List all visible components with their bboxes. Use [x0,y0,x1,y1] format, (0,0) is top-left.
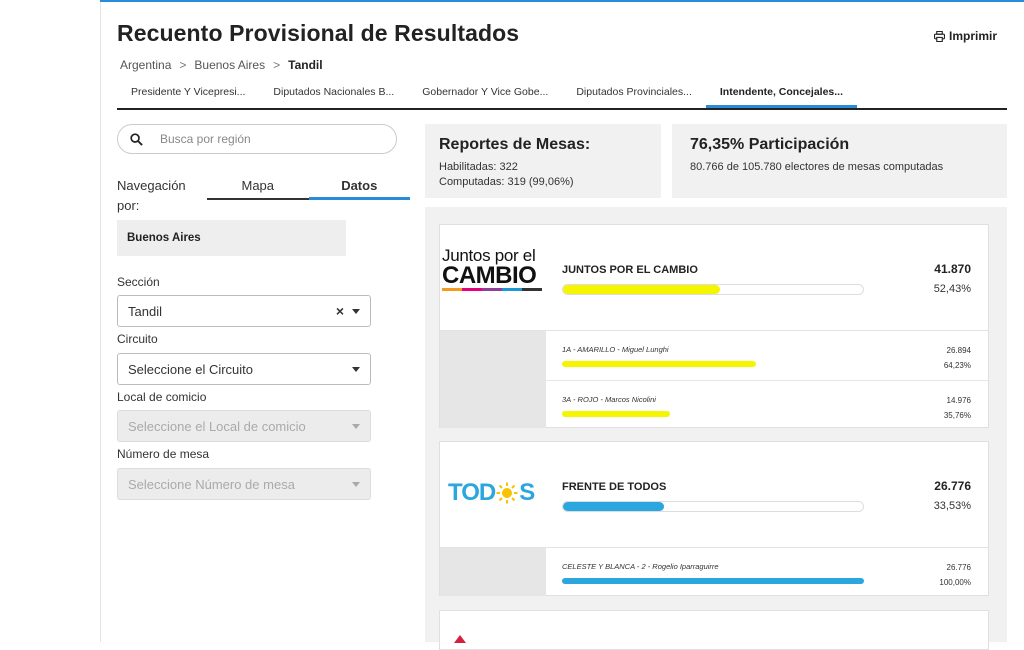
mesas-card: Reportes de Mesas: Habilitadas: 322 Comp… [425,124,661,198]
nav-tabs: Mapa Datos [207,176,410,200]
participacion-title: 76,35% Participación [690,136,850,153]
page-title: Recuento Provisional de Resultados [117,20,520,46]
left-margin-divider [100,0,101,642]
list-item: CELESTE Y BLANCA - 2 - Rogelio Iparragui… [546,548,988,597]
party-name: FRENTE DE TODOS [562,481,667,493]
print-label: Imprimir [949,29,998,43]
party-bar-fill [563,285,721,294]
breadcrumb-separator: > [273,58,281,72]
party-pct: 33,53% [933,500,971,512]
search-input[interactable]: Busca por región [117,124,397,154]
list-pct: 100,00% [939,578,971,587]
party-bar [562,501,864,512]
tab-presidente[interactable]: Presidente Y Vicepresi... [131,86,246,98]
party-card-partial[interactable] [439,610,989,650]
party-name: JUNTOS POR EL CAMBIO [562,264,698,276]
chevron-down-icon [352,309,360,314]
list-pct: 64,23% [943,361,971,370]
todos-logo-text-1: TOD [448,479,496,506]
list-votes: 14.976 [946,396,971,405]
tab-diputados-nacionales[interactable]: Diputados Nacionales B... [273,86,395,98]
breadcrumb: Argentina > Buenos Aires > Tandil [120,58,323,72]
mesas-computadas: Computadas: 319 (99,06%) [439,176,574,188]
breadcrumb-item-tandil: Tandil [288,58,323,72]
circuito-placeholder: Seleccione el Circuito [128,361,254,377]
chevron-down-icon [352,424,360,429]
mesa-label: Número de mesa [117,447,210,461]
breadcrumb-separator: > [179,58,187,72]
party-votes: 26.776 [934,479,971,493]
search-icon [130,132,143,146]
party-bar-fill [563,502,664,511]
list-bar [562,578,864,584]
mesas-habilitadas: Habilitadas: 322 [439,161,518,173]
list-item: 1A - AMARILLO - Miguel Lunghi 26.894 64,… [546,331,988,380]
mesa-select[interactable]: Seleccione Número de mesa [117,468,371,500]
circuito-select[interactable]: Seleccione el Circuito [117,353,371,385]
list-breakdown: 1A - AMARILLO - Miguel Lunghi 26.894 64,… [440,330,988,428]
circuito-label: Circuito [117,332,158,346]
party-bar [562,284,864,295]
breadcrumb-item-argentina[interactable]: Argentina [120,58,172,72]
list-name: 3A - ROJO - Marcos Nicolini [562,395,656,404]
seccion-value: Tandil [128,303,162,319]
chevron-down-icon [352,367,360,372]
juntos-logo-line1: Juntos por el [442,246,536,265]
selected-region[interactable]: Buenos Aires [117,220,346,256]
mesa-placeholder: Seleccione Número de mesa [128,476,295,492]
local-placeholder: Seleccione el Local de comicio [128,418,306,434]
list-name: CELESTE Y BLANCA - 2 - Rogelio Iparragui… [562,562,719,571]
tab-intendente[interactable]: Intendente, Concejales... [705,76,858,108]
tab-diputados-provinciales[interactable]: Diputados Provinciales... [576,86,692,98]
tab-mapa[interactable]: Mapa [207,176,309,200]
list-gray-column [440,548,546,596]
list-name: 1A - AMARILLO - Miguel Lunghi [562,345,669,354]
election-tabs: Presidente Y Vicepresi... Diputados Naci… [117,76,1007,110]
breadcrumb-item-buenos-aires[interactable]: Buenos Aires [194,58,266,72]
chevron-down-icon [352,482,360,487]
party-logo-partial [454,635,466,643]
list-gray-column [440,331,546,428]
local-label: Local de comicio [117,390,207,404]
party-votes: 41.870 [934,262,971,276]
todos-logo: TOD S [448,479,535,507]
party-card-juntos[interactable]: Juntos por el CAMBIO JUNTOS POR EL CAMBI… [439,224,989,428]
list-bar [562,361,756,367]
juntos-logo-line2: CAMBIO [442,262,537,289]
top-accent-line [100,0,1024,2]
local-select[interactable]: Seleccione el Local de comicio [117,410,371,442]
tab-datos[interactable]: Datos [308,176,410,200]
list-item: 3A - ROJO - Marcos Nicolini 14.976 35,76… [546,380,988,429]
list-votes: 26.894 [946,346,971,355]
juntos-logo-stripe [442,288,542,291]
seccion-label: Sección [117,275,160,289]
clear-icon[interactable]: × [335,303,344,319]
print-button[interactable]: Imprimir [934,29,997,43]
search-placeholder: Busca por región [160,132,251,146]
list-pct: 35,76% [943,411,971,420]
party-pct: 52,43% [933,283,971,295]
list-breakdown: CELESTE Y BLANCA - 2 - Rogelio Iparragui… [440,547,988,596]
mesas-title: Reportes de Mesas: [439,136,591,153]
juntos-logo: Juntos por el CAMBIO [442,247,546,291]
todos-logo-text-2: S [519,479,535,506]
party-card-todos[interactable]: TOD S FRENTE DE TODOS 26.776 33,53% CELE… [439,441,989,596]
sun-icon [496,482,518,504]
participacion-detail: 80.766 de 105.780 electores de mesas com… [690,161,944,173]
printer-icon [934,30,945,42]
tab-gobernador[interactable]: Gobernador Y Vice Gobe... [422,86,549,98]
participacion-card: 76,35% Participación 80.766 de 105.780 e… [672,124,1007,198]
nav-label: Navegación por: [117,178,186,213]
list-votes: 26.776 [946,563,971,572]
seccion-select[interactable]: Tandil × [117,295,371,327]
list-bar [562,411,670,417]
